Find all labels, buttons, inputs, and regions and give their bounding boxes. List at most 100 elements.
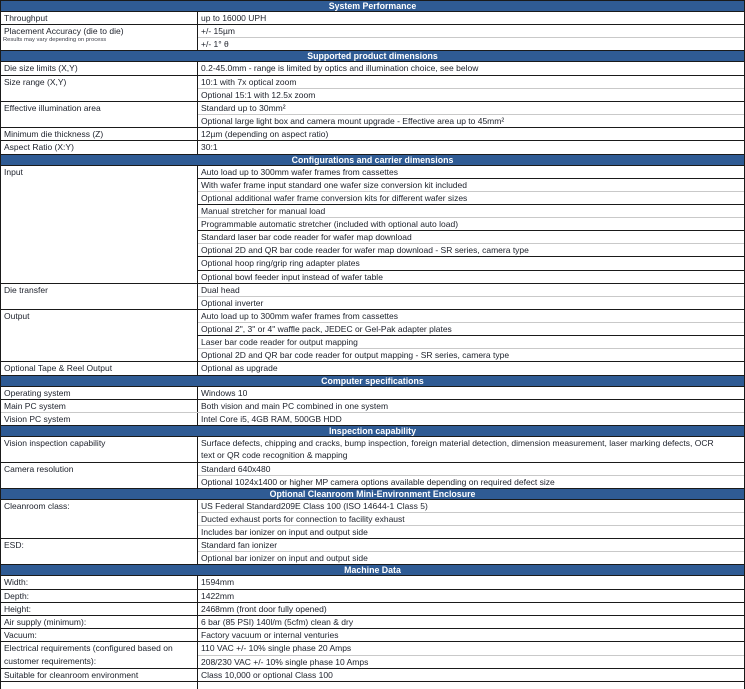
spec-label-cell: Effective illumination area [1,101,198,128]
spec-value-line: Laser bar code reader for output mapping [198,335,744,348]
spec-label-cell: Optional Tape & Reel Output [1,362,198,375]
spec-label-cell: Height: [1,602,198,616]
spec-value-line: Optional bowl feeder input instead of wa… [198,269,744,283]
spec-value-cell: Standard fan ionizer Optional bar ionizer… [198,539,744,564]
spec-row: Throughput up to 16000 UPH [1,12,744,26]
spec-label-cell: Placement Accuracy (die to die) Results m… [1,25,198,51]
spec-value-line: Surface defects, chipping and cracks, bu… [201,438,714,449]
spec-label: Depth: [4,590,30,601]
spec-value-line: Ducted exhaust ports for connection to f… [198,512,744,525]
section-header: Supported product dimensions [1,51,744,63]
spec-value-line: Both vision and main PC combined in one … [201,400,389,411]
spec-value-cell: 1422mm [198,590,744,602]
spec-value-line: Manual stretcher for manual load [198,204,744,217]
spec-label: Cleanroom class: [4,500,70,511]
spec-row: Vision PC system Intel Core i5, 4GB RAM, … [1,412,744,427]
spec-row: Die size limits (X,Y) 0.2-45.0mm - range … [1,62,744,76]
spec-value-line: Windows 10 [201,387,248,398]
spec-value-cell: 10:1 with 7x optical zoom Optional 15:1 w… [198,76,744,101]
spec-value-cell: US Federal Standard209E Class 100 (ISO 1… [198,500,744,538]
spec-label-cell: Air supply (minimum): [1,616,198,629]
spec-value-line: Optional 1024x1400 or higher MP camera o… [198,474,744,488]
section-header: Configurations and carrier dimensions [1,154,744,166]
spec-value-cell: 6 bar (85 PSI) 140l/m (5cfm) clean & dry [198,616,744,628]
spec-value-line: Optional hoop ring/grip ring adapter pla… [198,256,744,269]
spec-label: Optional Tape & Reel Output [4,363,113,374]
spec-label: Input [4,166,23,177]
spec-label-cell: Throughput [1,12,198,25]
spec-label-cell: Vision PC system [1,412,198,426]
spec-value-line: up to 16000 UPH [201,13,267,23]
spec-row: Aspect Ratio (X:Y) 30:1 [1,141,744,155]
spec-value-line: Dual head [201,284,240,295]
spec-row: Width: 1594mm [1,576,744,590]
spec-value-line: Programmable automatic stretcher (includ… [198,217,744,230]
spec-label-cell: Depth: [1,589,198,602]
spec-label: Minimum die thickness (Z) [4,129,104,140]
spec-label-cell: Electrical requirements (configured base… [1,642,198,668]
section-header: Machine Data [1,565,744,577]
spec-value-cell: 1594mm [198,576,744,588]
spec-label-cell: ESD: [1,539,198,565]
spec-value-line: +/- 1° θ [198,37,744,50]
spec-label-cell: Cleanroom class: [1,499,198,539]
spec-row: Input Auto load up to 300mm wafer frames … [1,165,744,284]
spec-row: Size range (X,Y) 10:1 with 7x optical zoo… [1,75,744,102]
spec-label: Air supply (minimum): [4,617,87,628]
spec-label: Die size limits (X,Y) [4,63,78,74]
spec-value-cell: Windows 10 [198,387,744,399]
spec-label-cell: Output [1,309,198,362]
spec-label-cell: Vision inspection capability [1,437,198,462]
spec-value-cell: 2468mm (front door fully opened) [198,603,744,615]
spec-label-cell: Main PC system [1,399,198,412]
spec-label-cell: Vacuum: [1,629,198,642]
spec-value-line: 1422mm [201,590,235,601]
spec-label-cell: Suitable for cleanroom environment [1,668,198,681]
spec-value-cell: 0.2-45.0mm - range is limited by optics … [198,62,744,74]
spec-label-cell: Size range (X,Y) [1,75,198,101]
spec-row: Height: 2468mm (front door fully opened) [1,602,744,617]
spec-value-cell: 12µm (depending on aspect ratio) [198,128,744,140]
spec-label: Suitable for cleanroom environment [4,669,139,680]
spec-value-line: 110 VAC +/- 10% single phase 20 Amps [201,643,352,654]
spec-value-line: Standard fan ionizer [201,540,278,551]
spec-label-cell: Die size limits (X,Y) [1,62,198,75]
spec-value-line: 6 bar (85 PSI) 140l/m (5cfm) clean & dry [201,617,354,628]
spec-label: Aspect Ratio (X:Y) [4,142,74,153]
partial-empty-row [1,681,744,689]
spec-row: Suitable for cleanroom environment Class … [1,668,744,682]
spec-label: Main PC system [4,400,66,411]
spec-row: Minimum die thickness (Z) 12µm (depending… [1,128,744,142]
spec-row: Electrical requirements (configured base… [1,642,744,669]
spec-value-cell: Optional as upgrade [198,362,744,374]
spec-value-cell: Surface defects, chipping and cracks, bu… [198,437,744,461]
spec-label-cell: Minimum die thickness (Z) [1,128,198,141]
section-header: Inspection capability [1,426,744,438]
spec-label: Vacuum: [4,630,37,641]
spec-label: Height: [4,603,31,614]
spec-value-line: Optional large light box and camera moun… [198,114,744,127]
spec-row: Die transfer Dual head Optional inverter [1,283,744,310]
spec-row: Placement Accuracy (die to die) Results m… [1,25,744,52]
spec-row: ESD: Standard fan ionizer Optional bar ion… [1,539,744,566]
spec-value-line: Optional inverter [198,295,744,309]
spec-value-line: With wafer frame input standard one wafe… [198,177,744,191]
spec-value-line: 0.2-45.0mm - range is limited by optics … [201,63,479,74]
spec-row: Vision inspection capability Surface defe… [1,437,744,463]
spec-label: Camera resolution [4,463,74,474]
partial-empty-value-cell [198,682,744,689]
spec-label: Width: [4,577,29,588]
spec-label-note: Results may vary depending on process [3,37,107,44]
spec-value-cell: Auto load up to 300mm wafer frames from … [198,166,744,283]
section-header: System Performance [1,1,744,12]
spec-row: Optional Tape & Reel Output Optional as u… [1,362,744,376]
spec-value-line: Standard up to 30mm² [201,102,286,113]
spec-value-line: Optional additional wafer frame conversi… [198,190,744,204]
spec-row: Output Auto load up to 300mm wafer frames… [1,309,744,363]
spec-value-line: 30:1 [201,142,218,153]
spec-label: Placement Accuracy (die to die) [4,26,124,37]
spec-value-line: Auto load up to 300mm wafer frames from … [201,166,399,177]
spec-value-cell: Auto load up to 300mm wafer frames from … [198,310,744,361]
spec-value-line: Auto load up to 300mm wafer frames from … [201,310,399,321]
